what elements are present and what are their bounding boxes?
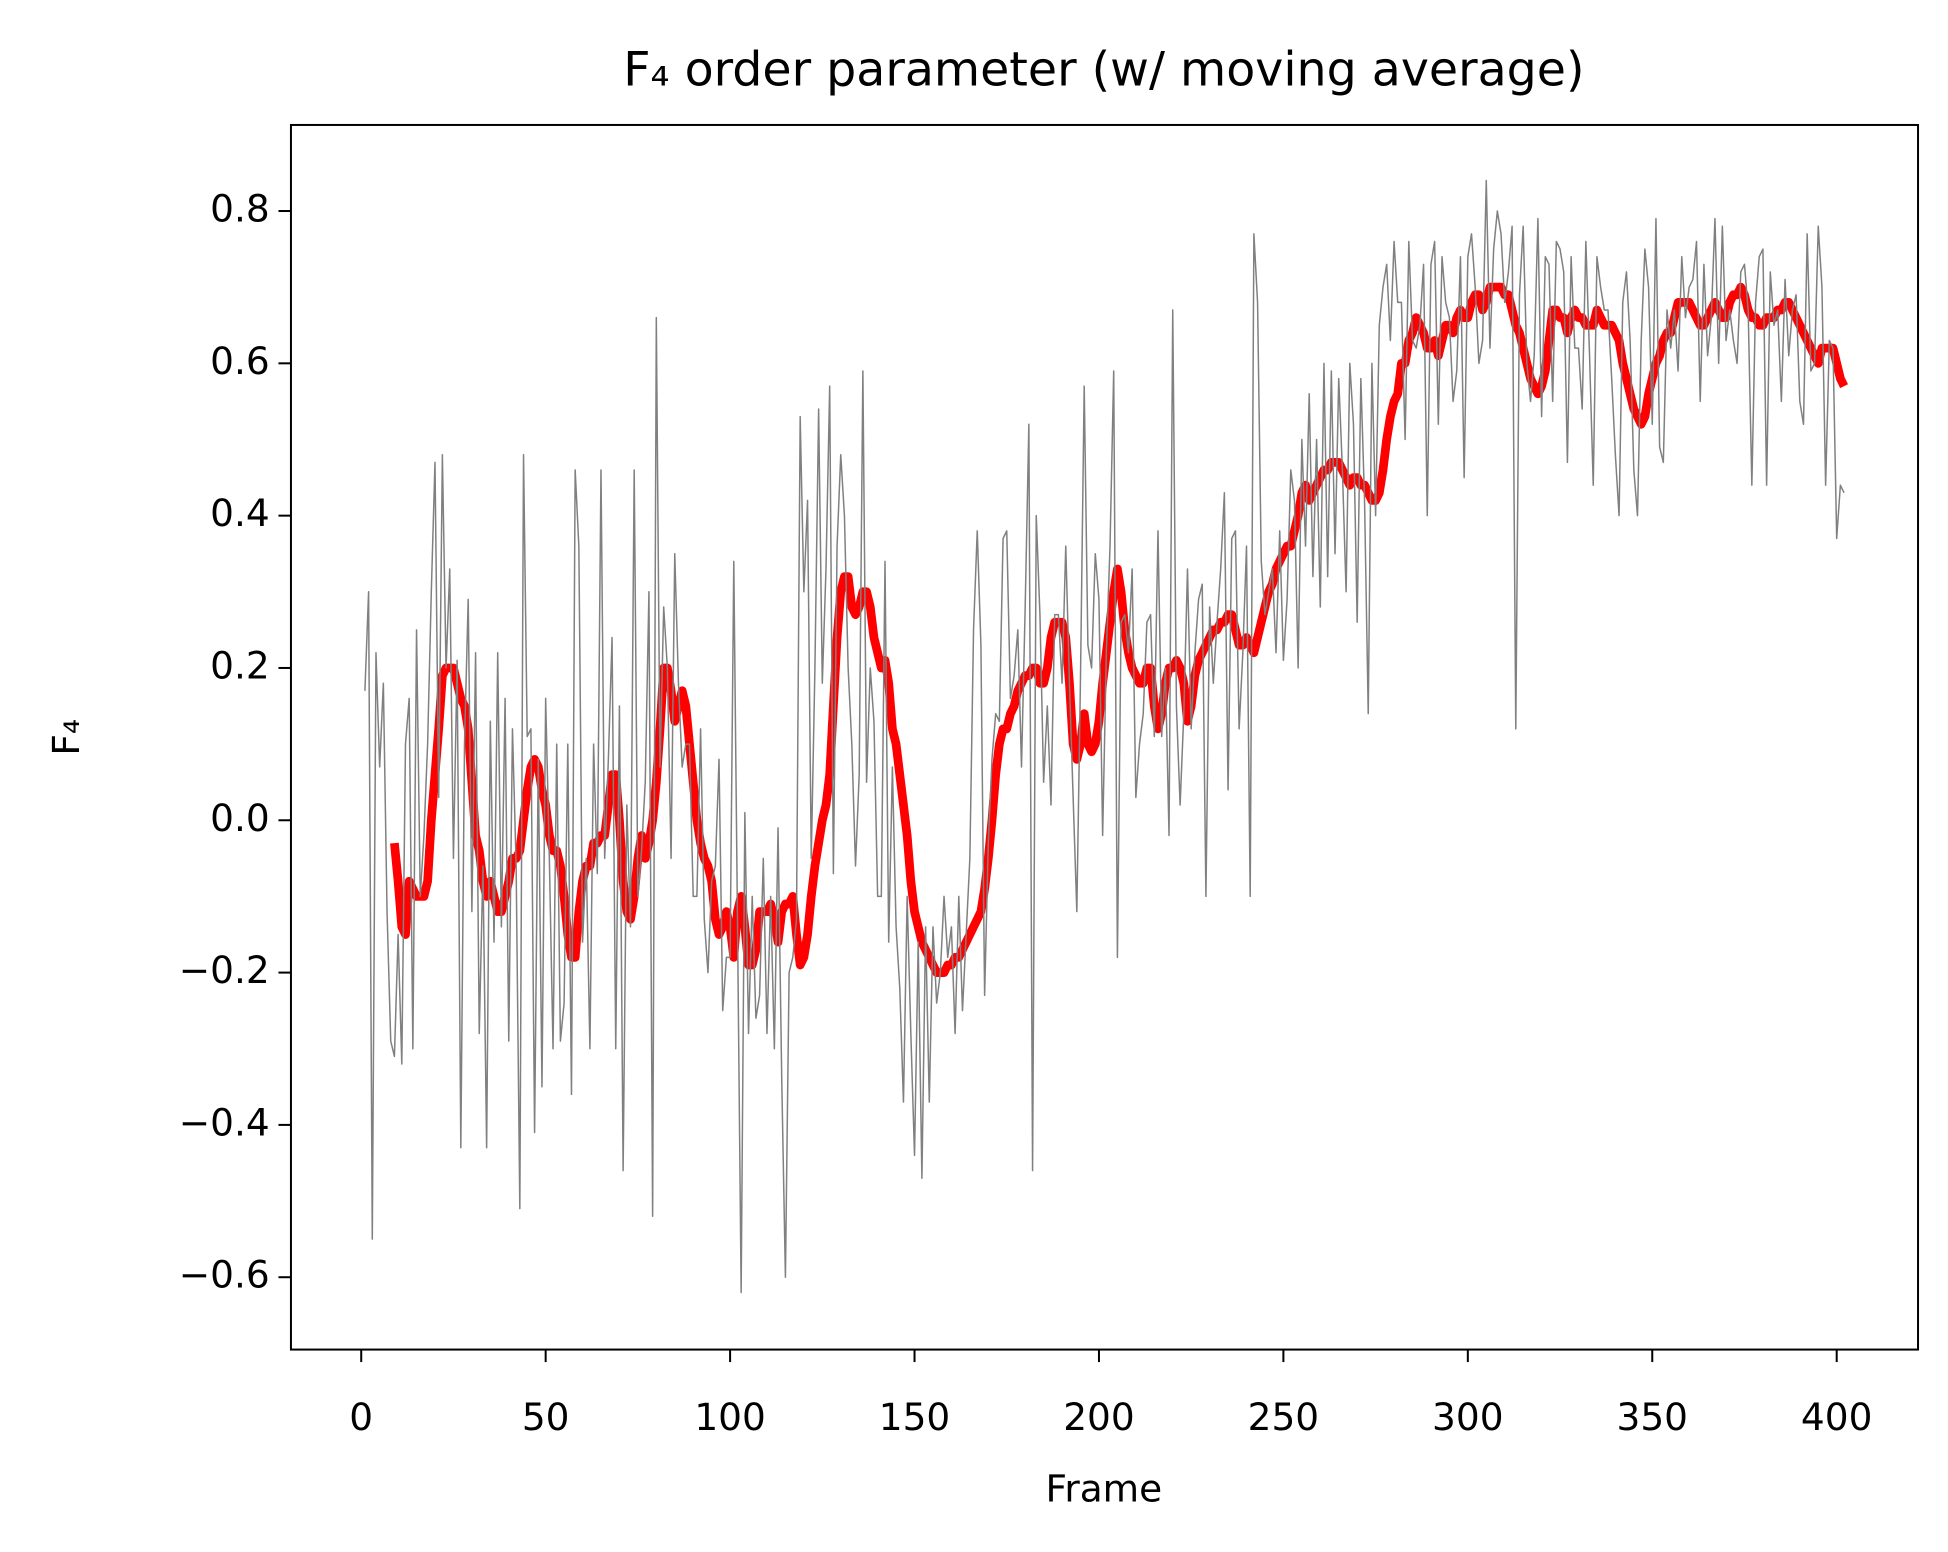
x-tick-label: 350 [1617, 1395, 1689, 1439]
y-axis-label: F₄ [44, 719, 88, 756]
series-line [364, 179, 1845, 1294]
y-tick-label: 0.6 [210, 339, 270, 383]
x-tick-label: 250 [1248, 1395, 1320, 1439]
x-tick-label: 100 [694, 1395, 766, 1439]
x-tick-label: 0 [349, 1395, 373, 1439]
y-tick-label: 0.8 [210, 187, 270, 231]
axes-frame [289, 123, 1920, 1351]
y-tick-label: 0.4 [210, 491, 270, 535]
x-axis-label: Frame [1046, 1466, 1163, 1510]
x-tick-label: 200 [1063, 1395, 1135, 1439]
plot-area [364, 179, 1849, 1294]
chart-title: F₄ order parameter (w/ moving average) [623, 42, 1584, 97]
x-tick-label: 50 [522, 1395, 570, 1439]
y-tick-label: 0.2 [210, 643, 270, 687]
x-tick-label: 300 [1432, 1395, 1504, 1439]
y-tick-label: −0.2 [179, 948, 270, 992]
x-tick-label: 150 [879, 1395, 951, 1439]
x-tick-label: 400 [1801, 1395, 1873, 1439]
series-line [390, 282, 1849, 977]
y-tick-label: 0.0 [210, 796, 270, 840]
y-tick-label: −0.4 [179, 1100, 270, 1144]
y-tick-label: −0.6 [179, 1253, 270, 1297]
